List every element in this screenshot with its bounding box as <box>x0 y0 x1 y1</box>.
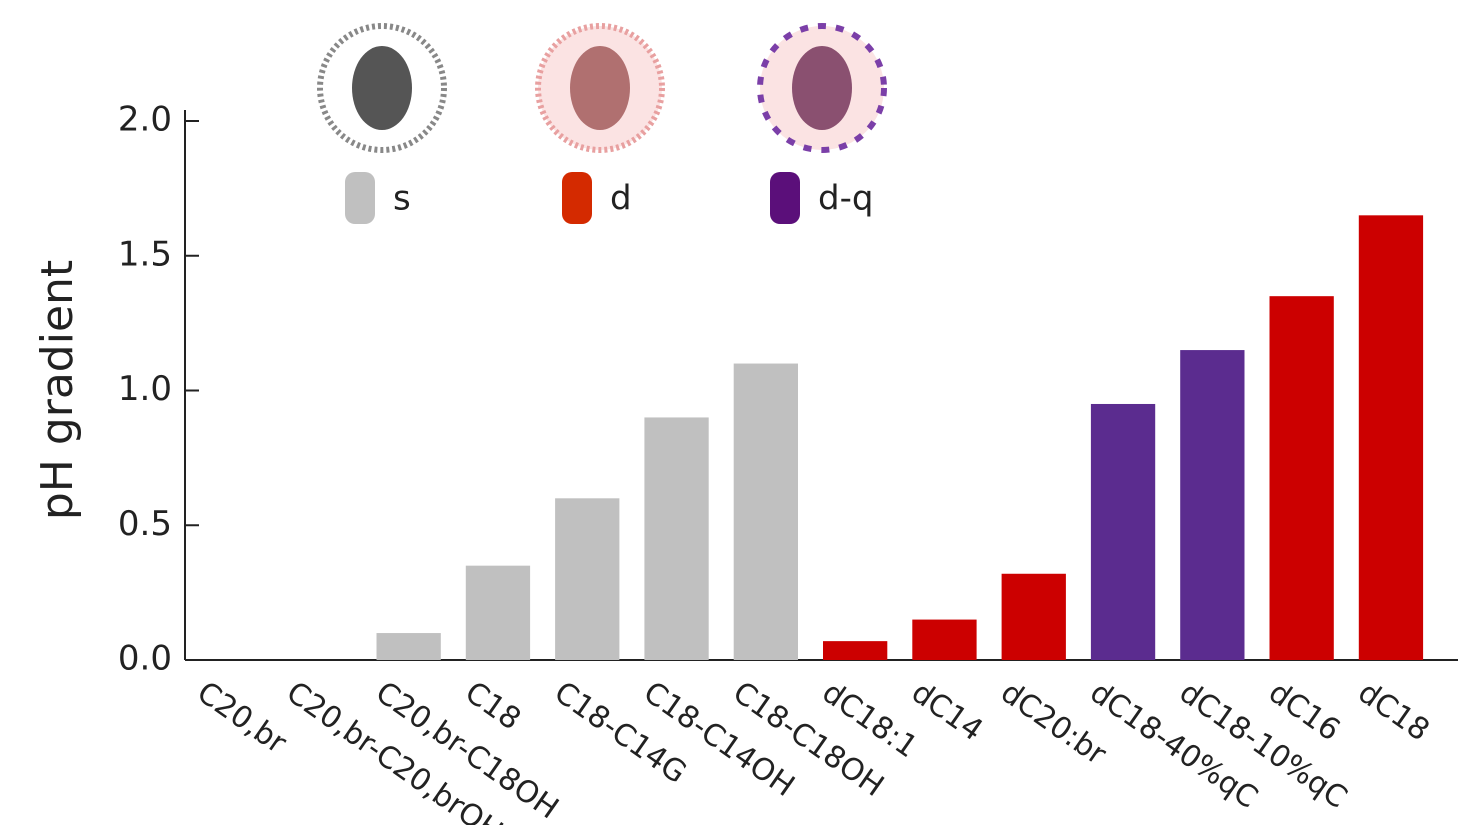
legend-swatch <box>770 172 800 224</box>
legend-label: d-q <box>818 179 873 219</box>
vesicle-illustrations <box>317 23 887 153</box>
x-tick-label: C18 <box>458 675 527 738</box>
y-tick-label: 2.0 <box>118 100 172 140</box>
legend-swatch <box>345 172 375 224</box>
y-tick-label: 1.0 <box>118 369 172 409</box>
bar <box>1180 350 1245 660</box>
bar <box>912 619 977 660</box>
y-tick-label: 0.0 <box>118 639 172 679</box>
legend-label: d <box>610 179 632 219</box>
legend-swatch <box>562 172 592 224</box>
y-axis-label: pH gradient <box>32 260 83 520</box>
x-tick-label: C20,br <box>191 675 294 761</box>
bar <box>1090 403 1156 660</box>
bar <box>1001 573 1066 660</box>
bar <box>555 498 620 660</box>
y-tick-label: 0.5 <box>118 504 172 544</box>
bar <box>644 417 709 660</box>
x-tick-label: dC18 <box>1351 675 1435 749</box>
y-tick-label: 1.5 <box>118 234 172 274</box>
bar <box>733 363 798 660</box>
bar <box>1358 215 1424 660</box>
bar <box>465 565 531 660</box>
bar <box>376 633 441 660</box>
bar <box>823 641 888 660</box>
legend-label: s <box>393 179 411 219</box>
bar <box>1269 296 1334 660</box>
